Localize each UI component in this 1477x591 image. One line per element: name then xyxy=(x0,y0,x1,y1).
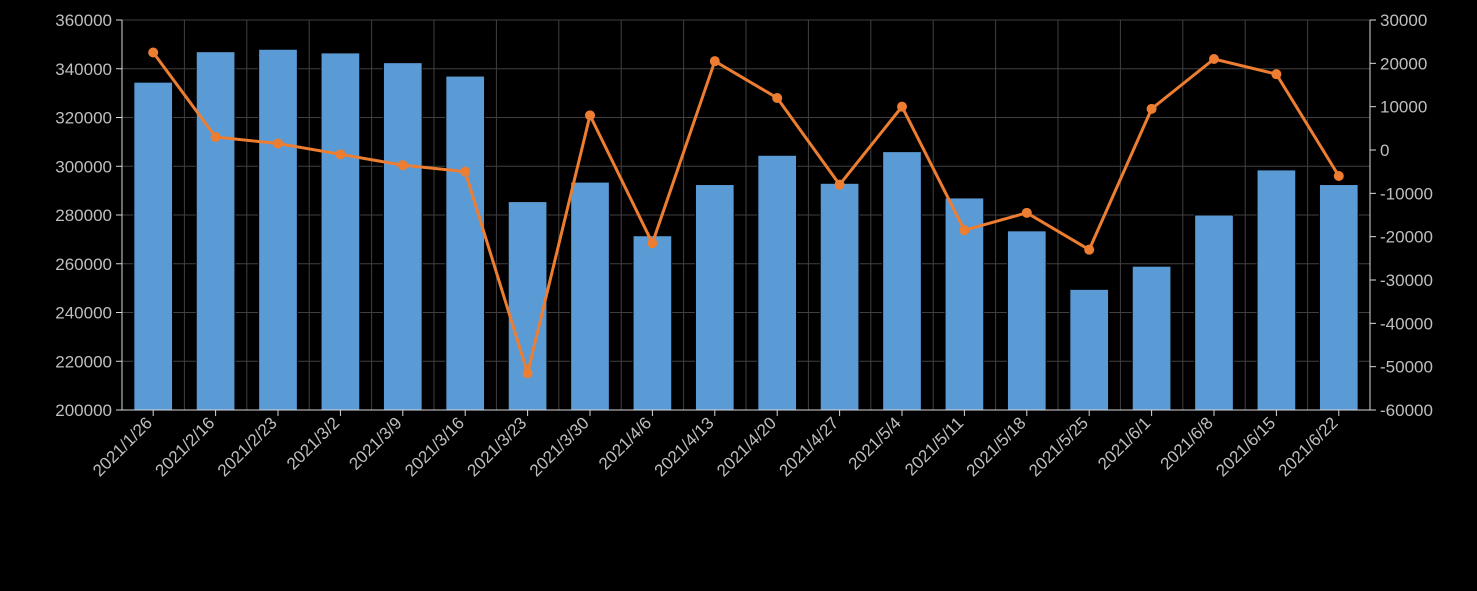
x-label: 2021/4/13 xyxy=(651,413,718,480)
x-label: 2021/2/23 xyxy=(214,413,281,480)
x-label: 2021/5/11 xyxy=(901,413,967,479)
line-marker xyxy=(647,238,657,248)
line-marker xyxy=(1084,245,1094,255)
y-left-label: 360000 xyxy=(55,11,112,30)
x-label: 2021/3/2 xyxy=(283,413,343,473)
x-label: 2021/6/1 xyxy=(1094,413,1154,473)
bar xyxy=(1257,170,1296,410)
y-left-label: 200000 xyxy=(55,401,112,420)
line-marker xyxy=(897,102,907,112)
y-left-label: 320000 xyxy=(55,109,112,128)
line-marker xyxy=(835,180,845,190)
y-right-label: 20000 xyxy=(1380,54,1427,73)
x-label: 2021/5/25 xyxy=(1025,413,1092,480)
line-marker xyxy=(1209,54,1219,64)
bar xyxy=(571,182,610,410)
line-marker xyxy=(772,93,782,103)
y-right-label: -60000 xyxy=(1380,401,1433,420)
bar xyxy=(758,155,797,410)
bar xyxy=(695,185,734,410)
x-label: 2021/6/22 xyxy=(1275,413,1342,480)
bar xyxy=(883,152,922,410)
x-label: 2021/6/8 xyxy=(1157,413,1217,473)
x-label: 2021/3/30 xyxy=(526,413,593,480)
combo-chart: 2000002200002400002600002800003000003200… xyxy=(0,0,1477,591)
y-right-label: 30000 xyxy=(1380,11,1427,30)
x-label: 2021/3/23 xyxy=(464,413,531,480)
x-label: 2021/5/18 xyxy=(963,413,1030,480)
y-right-label: 0 xyxy=(1380,141,1389,160)
line-marker xyxy=(1271,69,1281,79)
y-left-label: 240000 xyxy=(55,304,112,323)
line-marker xyxy=(959,225,969,235)
y-right-label: -20000 xyxy=(1380,228,1433,247)
bar xyxy=(259,49,298,410)
y-right-label: -30000 xyxy=(1380,271,1433,290)
line-marker xyxy=(273,139,283,149)
y-left-label: 260000 xyxy=(55,255,112,274)
bar xyxy=(508,202,547,410)
bar xyxy=(1132,266,1171,410)
y-right-label: 10000 xyxy=(1380,98,1427,117)
bar xyxy=(1319,185,1358,410)
bar xyxy=(633,236,672,410)
y-left-label: 300000 xyxy=(55,157,112,176)
y-right-label: -50000 xyxy=(1380,358,1433,377)
bar xyxy=(1195,215,1234,410)
line-marker xyxy=(1334,171,1344,181)
bar xyxy=(1070,289,1109,410)
line-marker xyxy=(398,160,408,170)
x-label: 2021/3/16 xyxy=(401,413,468,480)
line-marker xyxy=(335,149,345,159)
line-marker xyxy=(1022,208,1032,218)
line-marker xyxy=(523,368,533,378)
line-marker xyxy=(710,56,720,66)
line-marker xyxy=(585,110,595,120)
y-left-label: 220000 xyxy=(55,352,112,371)
chart-svg: 2000002200002400002600002800003000003200… xyxy=(0,0,1477,591)
x-label: 2021/3/9 xyxy=(345,413,405,473)
y-right-label: -10000 xyxy=(1380,184,1433,203)
line-marker xyxy=(211,132,221,142)
line-marker xyxy=(1147,104,1157,114)
line-marker xyxy=(460,167,470,177)
x-label: 2021/5/4 xyxy=(845,413,905,473)
bar xyxy=(820,183,859,410)
y-right-label: -40000 xyxy=(1380,314,1433,333)
x-label: 2021/2/16 xyxy=(152,413,219,480)
bar xyxy=(1007,231,1046,410)
x-label: 2021/1/26 xyxy=(89,413,156,480)
bar xyxy=(321,53,360,410)
bar xyxy=(446,76,485,410)
x-label: 2021/4/6 xyxy=(595,413,655,473)
bar xyxy=(134,82,173,410)
bar xyxy=(383,63,422,410)
y-left-label: 340000 xyxy=(55,60,112,79)
x-label: 2021/4/20 xyxy=(713,413,780,480)
x-label: 2021/6/15 xyxy=(1212,413,1279,480)
y-left-label: 280000 xyxy=(55,206,112,225)
line-marker xyxy=(148,48,158,58)
bar xyxy=(196,52,235,410)
x-label: 2021/4/27 xyxy=(776,413,843,480)
